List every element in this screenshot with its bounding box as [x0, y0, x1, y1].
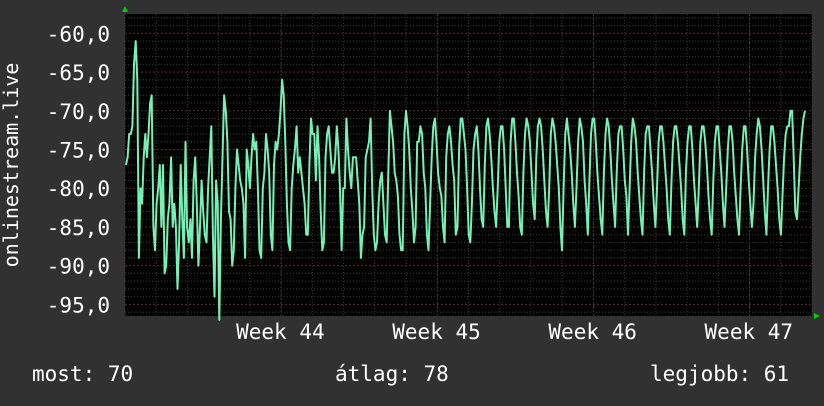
y-tick-label: -65,0: [47, 61, 110, 85]
y-tick-label: -90,0: [47, 255, 110, 279]
y-tick-label: -95,0: [47, 293, 110, 317]
x-tick-label: Week 46: [548, 320, 637, 344]
stat-average: átlag: 78: [335, 362, 449, 386]
x-tick-label: Week 45: [392, 320, 481, 344]
y-tick-label: -85,0: [47, 216, 110, 240]
y-tick-label: -75,0: [47, 139, 110, 163]
y-tick-label: -70,0: [47, 100, 110, 124]
series-line: [125, 40, 806, 321]
y-tick-label: -60,0: [47, 22, 110, 46]
y-axis-arrow: [122, 6, 128, 12]
stat-best: legjobb: 61: [650, 362, 790, 386]
y-axis-label: onlinestream.live: [0, 63, 23, 268]
stat-now: most: 70: [32, 362, 134, 386]
x-tick-label: Week 47: [705, 320, 794, 344]
y-tick-label: -80,0: [47, 177, 110, 201]
x-axis-arrow: [814, 313, 820, 319]
x-tick-label: Week 44: [236, 320, 325, 344]
